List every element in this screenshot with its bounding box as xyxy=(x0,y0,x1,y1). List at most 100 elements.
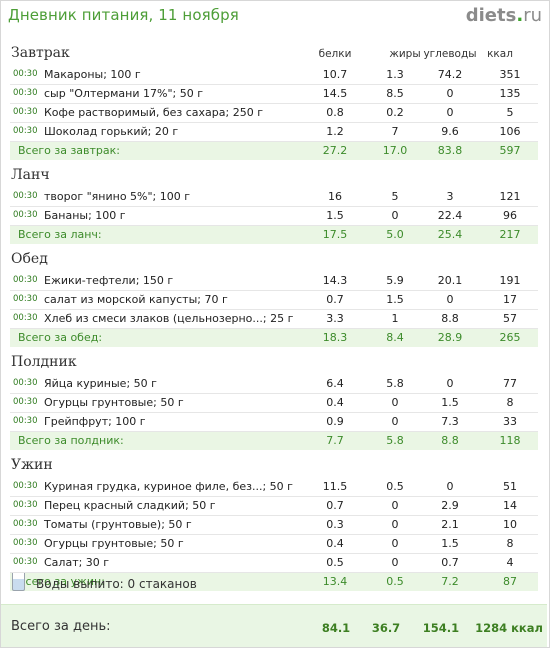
food-name[interactable]: творог "янино 5%"; 100 г xyxy=(44,190,191,203)
food-protein: 16 xyxy=(328,190,342,203)
water-glass-icon xyxy=(12,573,25,591)
food-protein: 0.7 xyxy=(326,499,344,512)
day-total-kcal: 1284 ккал xyxy=(475,621,543,635)
food-name[interactable]: Хлеб из смеси злаков (цельнозерно...; 25… xyxy=(44,312,294,325)
food-row[interactable]: 00:30 Огурцы грунтовые; 50 г 0.4 0 1.5 8 xyxy=(10,535,538,554)
food-carbs: 0 xyxy=(446,377,454,390)
food-protein: 1.5 xyxy=(326,209,344,222)
section-spacer xyxy=(10,591,538,597)
food-carbs: 9.6 xyxy=(441,125,459,138)
food-kcal: 96 xyxy=(503,209,517,222)
food-carbs: 7.3 xyxy=(441,415,459,428)
meal-total-row: Всего за ужин: 13.4 0.5 7.2 87 xyxy=(10,573,538,591)
meal-total-kcal: 265 xyxy=(499,331,521,344)
food-name[interactable]: Ежики-тефтели; 150 г xyxy=(44,274,174,287)
food-name[interactable]: Шоколад горький; 20 г xyxy=(44,125,179,138)
meal-section: Обед 00:30 Ежики-тефтели; 150 г 14.3 5.9 20.1… xyxy=(10,250,538,353)
meal-total-carbs: 7.2 xyxy=(441,575,459,588)
food-protein: 6.4 xyxy=(326,377,344,390)
food-carbs: 0 xyxy=(446,480,454,493)
food-fat: 1 xyxy=(391,312,399,325)
meal-total-protein: 17.5 xyxy=(322,228,348,241)
food-row[interactable]: 00:30 Бананы; 100 г 1.5 0 22.4 96 xyxy=(10,207,538,226)
food-time: 00:30 xyxy=(13,126,38,136)
food-name[interactable]: Огурцы грунтовые; 50 г xyxy=(44,537,184,550)
logo-main: diets xyxy=(465,5,517,26)
food-row[interactable]: 00:30 Хлеб из смеси злаков (цельнозерно..… xyxy=(10,310,538,329)
food-carbs: 2.1 xyxy=(441,518,459,531)
meal-total-row: Всего за завтрак: 27.2 17.0 83.8 597 xyxy=(10,142,538,160)
meal-total-label: Всего за завтрак: xyxy=(18,144,121,157)
food-fat: 1.3 xyxy=(386,68,404,81)
food-carbs: 8.8 xyxy=(441,312,459,325)
meal-total-kcal: 217 xyxy=(499,228,521,241)
food-row[interactable]: 00:30 Перец красный сладкий; 50 г 0.7 0 2.9 1… xyxy=(10,497,538,516)
food-name[interactable]: Кофе растворимый, без сахара; 250 г xyxy=(44,106,263,119)
food-name[interactable]: Томаты (грунтовые); 50 г xyxy=(44,518,192,531)
site-logo[interactable]: diets.ru xyxy=(466,5,542,26)
food-time: 00:30 xyxy=(13,500,38,510)
food-name[interactable]: Куриная грудка, куриное филе, без...; 50… xyxy=(44,480,293,493)
food-row[interactable]: 00:30 Куриная грудка, куриное филе, без..… xyxy=(10,478,538,497)
food-name[interactable]: Перец красный сладкий; 50 г xyxy=(44,499,216,512)
food-name[interactable]: Бананы; 100 г xyxy=(44,209,126,222)
food-row[interactable]: 00:30 Яйца куриные; 50 г 6.4 5.8 0 77 xyxy=(10,375,538,394)
food-time: 00:30 xyxy=(13,210,38,220)
food-row[interactable]: 00:30 Грейпфрут; 100 г 0.9 0 7.3 33 xyxy=(10,413,538,432)
food-time: 00:30 xyxy=(13,107,38,117)
food-kcal: 106 xyxy=(499,125,521,138)
meal-total-kcal: 87 xyxy=(503,575,517,588)
meal-total-kcal: 597 xyxy=(499,144,521,157)
food-row[interactable]: 00:30 салат из морской капусты; 70 г 0.7 1.… xyxy=(10,291,538,310)
water-text: Воды выпито: 0 стаканов xyxy=(36,577,197,591)
food-name[interactable]: сыр "Олтермани 17%"; 50 г xyxy=(44,87,203,100)
food-row[interactable]: 00:30 Салат; 30 г 0.5 0 0.7 4 xyxy=(10,554,538,573)
food-protein: 1.2 xyxy=(326,125,344,138)
food-kcal: 135 xyxy=(499,87,521,100)
food-carbs: 20.1 xyxy=(437,274,463,287)
food-name[interactable]: Салат; 30 г xyxy=(44,556,110,569)
food-name[interactable]: салат из морской капусты; 70 г xyxy=(44,293,228,306)
food-name[interactable]: Огурцы грунтовые; 50 г xyxy=(44,396,184,409)
food-protein: 14.3 xyxy=(322,274,348,287)
food-kcal: 4 xyxy=(506,556,514,569)
food-row[interactable]: 00:30 Огурцы грунтовые; 50 г 0.4 0 1.5 8 xyxy=(10,394,538,413)
food-name[interactable]: Яйца куриные; 50 г xyxy=(44,377,157,390)
food-time: 00:30 xyxy=(13,481,38,491)
col-header-protein: белки xyxy=(318,48,352,60)
food-row[interactable]: 00:30 Томаты (грунтовые); 50 г 0.3 0 2.1 10 xyxy=(10,516,538,535)
food-protein: 10.7 xyxy=(322,68,348,81)
meal-total-carbs: 25.4 xyxy=(437,228,463,241)
food-row[interactable]: 00:30 творог "янино 5%"; 100 г 16 5 3 121 xyxy=(10,188,538,207)
food-protein: 14.5 xyxy=(322,87,348,100)
food-kcal: 17 xyxy=(503,293,517,306)
food-kcal: 77 xyxy=(503,377,517,390)
food-row[interactable]: 00:30 Ежики-тефтели; 150 г 14.3 5.9 20.1 191 xyxy=(10,272,538,291)
day-total-fat: 36.7 xyxy=(371,621,401,635)
food-name[interactable]: Грейпфрут; 100 г xyxy=(44,415,146,428)
meal-total-row: Всего за полдник: 7.7 5.8 8.8 118 xyxy=(10,432,538,450)
food-kcal: 51 xyxy=(503,480,517,493)
meal-total-protein: 18.3 xyxy=(322,331,348,344)
food-row[interactable]: 00:30 сыр "Олтермани 17%"; 50 г 14.5 8.5 0 13… xyxy=(10,85,538,104)
food-protein: 0.8 xyxy=(326,106,344,119)
food-kcal: 121 xyxy=(499,190,521,203)
food-name[interactable]: Макароны; 100 г xyxy=(44,68,141,81)
food-row[interactable]: 00:30 Кофе растворимый, без сахара; 250 г… xyxy=(10,104,538,123)
food-carbs: 3 xyxy=(446,190,454,203)
meal-section: Ужин 00:30 Куриная грудка, куриное филе, б… xyxy=(10,456,538,597)
meal-header: Обед xyxy=(10,250,538,272)
food-carbs: 0 xyxy=(446,87,454,100)
meal-total-label: Всего за полдник: xyxy=(18,434,124,447)
food-protein: 0.9 xyxy=(326,415,344,428)
food-protein: 0.4 xyxy=(326,396,344,409)
food-row[interactable]: 00:30 Шоколад горький; 20 г 1.2 7 9.6 106 xyxy=(10,123,538,142)
food-carbs: 2.9 xyxy=(441,499,459,512)
food-fat: 0.5 xyxy=(386,480,404,493)
food-fat: 7 xyxy=(391,125,399,138)
food-protein: 0.7 xyxy=(326,293,344,306)
meal-header: Ужин xyxy=(10,456,538,478)
meal-total-label: Всего за обед: xyxy=(18,331,103,344)
meal-total-protein: 27.2 xyxy=(322,144,348,157)
food-row[interactable]: 00:30 Макароны; 100 г 10.7 1.3 74.2 351 xyxy=(10,66,538,85)
